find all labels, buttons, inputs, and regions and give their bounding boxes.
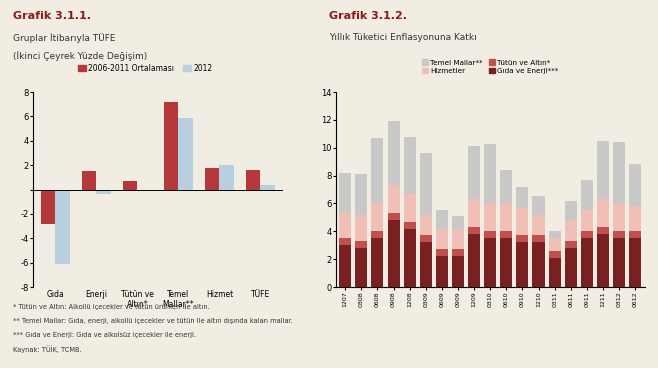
Text: Gruplar İtibarıyla TÜFE: Gruplar İtibarıyla TÜFE xyxy=(13,33,116,43)
Bar xyxy=(219,165,234,190)
Bar xyxy=(613,238,625,287)
Bar xyxy=(388,213,399,220)
Text: Grafik 3.1.1.: Grafik 3.1.1. xyxy=(13,11,91,21)
Bar xyxy=(246,170,261,190)
Bar xyxy=(484,231,496,238)
Bar xyxy=(355,174,367,215)
Bar xyxy=(549,231,561,238)
Legend: Temel Mallar**, Hizmetler, Tütün ve Altın*, Gıda ve Enerji***: Temel Mallar**, Hizmetler, Tütün ve Altı… xyxy=(418,57,562,77)
Bar xyxy=(138,190,152,191)
Bar xyxy=(629,238,641,287)
Bar xyxy=(517,208,528,236)
Bar xyxy=(532,197,545,215)
Bar xyxy=(597,227,609,234)
Bar xyxy=(517,187,528,208)
Bar xyxy=(468,199,480,227)
Text: (İkinci Çeyrek Yüzde Değişim): (İkinci Çeyrek Yüzde Değişim) xyxy=(13,52,147,61)
Bar xyxy=(371,238,384,287)
Bar xyxy=(468,234,480,287)
Bar xyxy=(613,204,625,231)
Bar xyxy=(549,258,561,287)
Bar xyxy=(549,238,561,251)
Bar xyxy=(629,164,641,206)
Bar xyxy=(261,185,275,190)
Bar xyxy=(468,146,480,199)
Bar xyxy=(388,121,399,185)
Bar xyxy=(340,238,351,245)
Bar xyxy=(452,250,464,256)
Bar xyxy=(484,204,496,231)
Bar xyxy=(355,248,367,287)
Bar xyxy=(517,236,528,243)
Bar xyxy=(436,256,448,287)
Bar xyxy=(403,229,416,287)
Bar xyxy=(123,181,138,190)
Bar xyxy=(403,137,416,194)
Bar xyxy=(178,118,193,190)
Bar xyxy=(355,215,367,241)
Bar xyxy=(500,204,513,231)
Bar xyxy=(532,236,545,243)
Bar xyxy=(597,141,609,199)
Bar xyxy=(565,201,577,220)
Bar xyxy=(629,231,641,238)
Bar xyxy=(532,243,545,287)
Bar xyxy=(205,167,219,190)
Bar xyxy=(340,245,351,287)
Bar xyxy=(55,190,70,264)
Bar xyxy=(484,144,496,204)
Bar xyxy=(484,238,496,287)
Bar xyxy=(403,194,416,222)
Bar xyxy=(500,170,513,204)
Bar xyxy=(581,180,593,210)
Bar xyxy=(420,243,432,287)
Bar xyxy=(388,185,399,213)
Bar xyxy=(468,227,480,234)
Bar xyxy=(164,102,178,190)
Bar xyxy=(452,256,464,287)
Bar xyxy=(340,212,351,238)
Bar xyxy=(403,222,416,229)
Bar xyxy=(82,171,97,190)
Bar xyxy=(517,243,528,287)
Bar xyxy=(581,238,593,287)
Bar xyxy=(597,199,609,227)
Bar xyxy=(371,204,384,231)
Bar xyxy=(452,229,464,250)
Bar xyxy=(565,220,577,241)
Bar xyxy=(500,238,513,287)
Bar xyxy=(613,231,625,238)
Bar xyxy=(388,220,399,287)
Bar xyxy=(452,216,464,229)
Bar xyxy=(581,231,593,238)
Bar xyxy=(97,190,111,194)
Bar xyxy=(613,142,625,204)
Bar xyxy=(420,236,432,243)
Bar xyxy=(500,231,513,238)
Bar xyxy=(41,190,55,224)
Bar xyxy=(420,153,432,215)
Text: * Tütün ve Altın: Alkollü içecekler ve tütün ürünleri ile altın.: * Tütün ve Altın: Alkollü içecekler ve t… xyxy=(13,304,210,309)
Bar xyxy=(420,215,432,236)
Legend: 2006-2011 Ortalaması, 2012: 2006-2011 Ortalaması, 2012 xyxy=(75,61,216,76)
Bar xyxy=(355,241,367,248)
Bar xyxy=(436,229,448,250)
Bar xyxy=(597,234,609,287)
Bar xyxy=(532,215,545,236)
Bar xyxy=(340,173,351,212)
Bar xyxy=(565,241,577,248)
Text: Yıllık Tüketici Enflasyonuna Katkı: Yıllık Tüketici Enflasyonuna Katkı xyxy=(329,33,477,42)
Bar xyxy=(629,206,641,231)
Bar xyxy=(565,248,577,287)
Bar xyxy=(549,251,561,258)
Bar xyxy=(371,231,384,238)
Text: *** Gıda ve Enerji: Gıda ve alkolsüz içecekler ile enerji.: *** Gıda ve Enerji: Gıda ve alkolsüz içe… xyxy=(13,332,196,337)
Text: Grafik 3.1.2.: Grafik 3.1.2. xyxy=(329,11,407,21)
Bar xyxy=(436,210,448,229)
Bar xyxy=(371,138,384,204)
Text: ** Temel Mallar: Gıda, enerji, alkollü içecekler ve tütün ile altın dışında kala: ** Temel Mallar: Gıda, enerji, alkollü i… xyxy=(13,318,293,323)
Bar xyxy=(581,210,593,231)
Text: Kaynak: TÜİK, TCMB.: Kaynak: TÜİK, TCMB. xyxy=(13,346,82,353)
Bar xyxy=(436,250,448,256)
